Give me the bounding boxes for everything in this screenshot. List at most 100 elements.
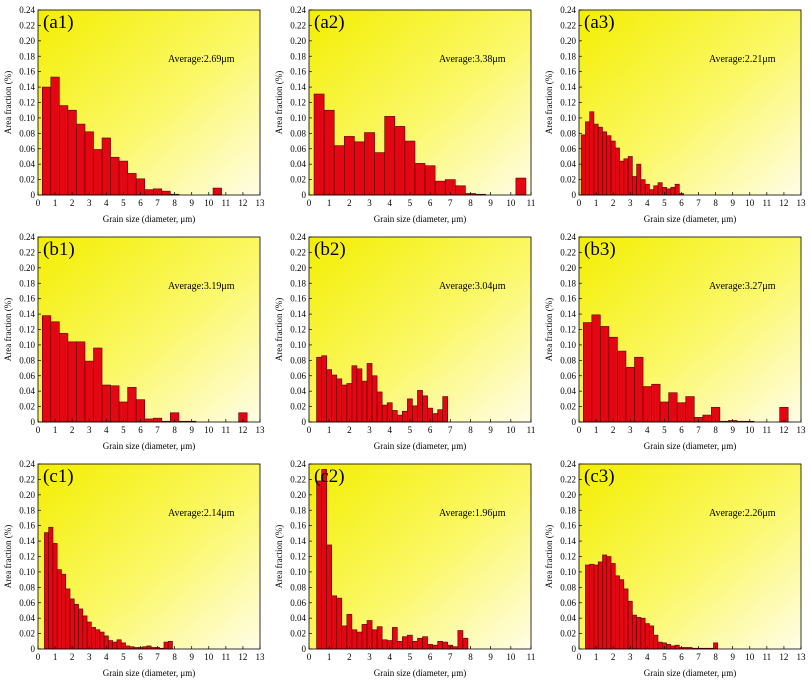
bar — [434, 180, 446, 196]
bar — [437, 640, 444, 650]
x-tick-label: 8 — [468, 425, 473, 435]
x-tick-label: 5 — [121, 652, 126, 662]
x-tick-label: 11 — [222, 652, 231, 662]
x-tick-label: 4 — [104, 198, 109, 208]
bar — [93, 347, 103, 423]
panel-c2: 0 0.02 0.04 0.06 0.08 0.10 0.12 0.14 0.16 0.18 0.2… — [271, 454, 541, 681]
bar — [402, 636, 408, 650]
x-tick-label: 12 — [779, 425, 788, 435]
bar — [407, 398, 413, 423]
bar — [118, 401, 128, 423]
bar — [146, 645, 152, 650]
bar — [50, 76, 60, 196]
bar — [351, 629, 358, 650]
y-tick-label: 0.14 — [560, 536, 576, 546]
x-tick-label: 9 — [730, 652, 735, 662]
x-tick-label: 9 — [488, 652, 493, 662]
bar — [424, 165, 436, 196]
panel-c3: 0 0.02 0.04 0.06 0.08 0.10 0.12 0.14 0.16 0.18 0.2… — [541, 454, 811, 681]
bar — [127, 173, 137, 196]
y-tick-label: 0.20 — [560, 36, 576, 46]
y-tick-label: 0.20 — [290, 36, 306, 46]
y-tick-label: 0.12 — [560, 98, 576, 108]
x-tick-label: 6 — [428, 425, 433, 435]
y-tick-label: 0.04 — [290, 613, 306, 623]
y-tick-label: 0.22 — [290, 474, 306, 484]
y-tick-label: 0 — [31, 644, 36, 654]
y-tick-label: 0.04 — [19, 386, 35, 396]
panel-b1: 0 0.02 0.04 0.06 0.08 0.10 0.12 0.14 0.16 0.18 0.2… — [0, 227, 270, 454]
x-tick-label: 13 — [797, 425, 807, 435]
y-tick-label: 0.16 — [560, 294, 576, 304]
x-tick-label: 7 — [696, 652, 701, 662]
y-tick-label: 0.06 — [290, 371, 306, 381]
bar — [110, 385, 120, 423]
bar — [84, 131, 94, 196]
bar — [366, 620, 373, 650]
x-tick-label: 2 — [611, 652, 616, 662]
x-tick-label: 7 — [448, 652, 453, 662]
bar — [381, 404, 388, 423]
bar — [668, 392, 678, 423]
bar — [653, 634, 659, 650]
x-tick-label: 3 — [87, 425, 92, 435]
x-tick-label: 10 — [745, 198, 755, 208]
y-tick-label: 0.16 — [290, 521, 306, 531]
bar — [125, 645, 131, 650]
y-tick-label: 0.24 — [560, 232, 576, 242]
x-tick-label: 6 — [138, 425, 143, 435]
bar — [376, 626, 383, 650]
average-annotation: Average:3.27μm — [709, 281, 776, 292]
y-tick-label: 0.10 — [290, 340, 306, 350]
y-tick-label: 0.18 — [290, 505, 306, 515]
average-annotation: Average:2.21μm — [709, 54, 776, 65]
chart-a1: 0 0.02 0.04 0.06 0.08 0.10 0.12 0.14 0.16 0.18 0.2… — [3, 5, 265, 224]
bar — [67, 109, 77, 196]
bar — [101, 137, 111, 196]
chart-b3: 0 0.02 0.04 0.06 0.08 0.10 0.12 0.14 0.16 0.18 0.2… — [544, 232, 807, 451]
x-tick-label: 0 — [307, 425, 312, 435]
y-tick-label: 0.22 — [19, 247, 35, 257]
bar — [614, 575, 620, 650]
x-tick-label: 4 — [387, 652, 392, 662]
x-tick-label: 0 — [307, 198, 312, 208]
bar — [634, 356, 644, 423]
bar — [361, 624, 368, 650]
bar — [73, 603, 79, 650]
bar — [636, 617, 642, 650]
bar — [623, 158, 629, 196]
bar — [412, 405, 418, 423]
y-tick-label: 0.04 — [290, 159, 306, 169]
x-tick-label: 2 — [347, 198, 352, 208]
bar — [674, 644, 680, 650]
chart-c2: 0 0.02 0.04 0.06 0.08 0.10 0.12 0.14 0.16 0.18 0.2… — [274, 459, 535, 678]
x-tick-label: 7 — [155, 198, 160, 208]
y-tick-label: 0.06 — [560, 144, 576, 154]
y-tick-label: 0.24 — [560, 459, 576, 469]
x-axis-label: Grain size (diameter, μm) — [644, 441, 736, 451]
bar — [212, 187, 222, 196]
x-axis-label: Grain size (diameter, μm) — [374, 668, 466, 678]
bar — [644, 623, 650, 650]
x-tick-label: 3 — [367, 652, 372, 662]
y-tick-label: 0.02 — [19, 402, 35, 412]
x-tick-label: 1 — [53, 198, 58, 208]
y-tick-label: 0.18 — [290, 51, 306, 61]
panel-label: (c1) — [43, 466, 74, 487]
bar — [640, 179, 646, 196]
y-tick-label: 0.02 — [560, 629, 576, 639]
y-tick-label: 0.10 — [19, 340, 35, 350]
y-axis-label: Area fraction (%) — [3, 298, 13, 361]
y-tick-label: 0.02 — [560, 402, 576, 412]
bar — [41, 86, 52, 196]
x-tick-label: 8 — [713, 652, 718, 662]
bar — [608, 336, 618, 423]
chart-c3: 0 0.02 0.04 0.06 0.08 0.10 0.12 0.14 0.16 0.18 0.2… — [544, 459, 806, 678]
y-tick-label: 0.16 — [560, 521, 576, 531]
bar — [167, 640, 173, 650]
y-tick-label: 0.22 — [290, 247, 306, 257]
y-tick-label: 0.14 — [290, 82, 306, 92]
y-tick-label: 0.10 — [560, 340, 576, 350]
bar — [391, 627, 398, 650]
